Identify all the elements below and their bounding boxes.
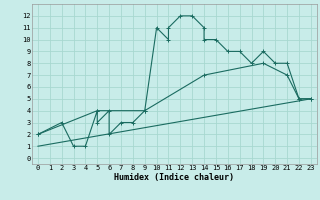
X-axis label: Humidex (Indice chaleur): Humidex (Indice chaleur) (115, 173, 234, 182)
